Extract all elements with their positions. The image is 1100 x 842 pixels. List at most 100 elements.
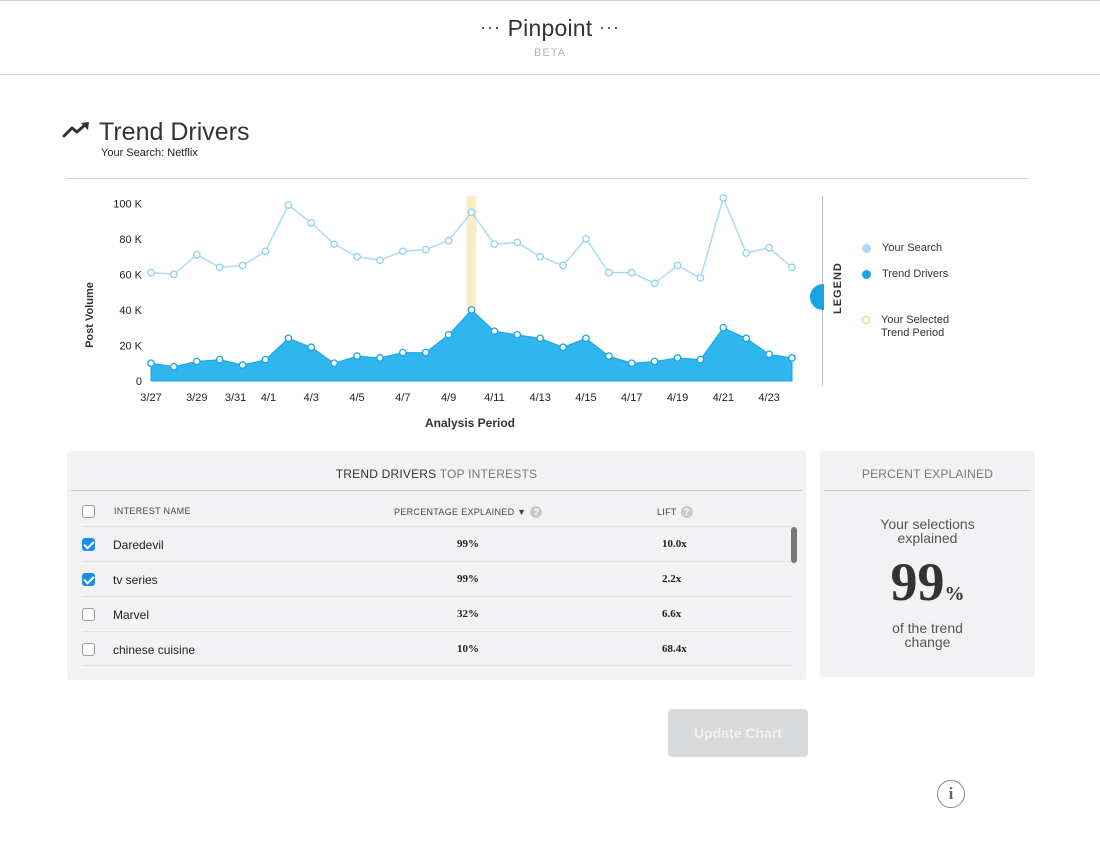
data-point-trend-drivers	[376, 354, 384, 362]
column-header-lift[interactable]: LIFT?	[657, 506, 693, 518]
app-brand[interactable]: ··· Pinpoint ···	[0, 15, 1100, 42]
legend-ring-icon	[862, 316, 870, 324]
heading-rest: TOP INTERESTS	[436, 467, 538, 481]
x-tick-label: 4/1	[261, 392, 276, 404]
data-point-your-search	[215, 263, 224, 272]
x-axis-label: Analysis Period	[425, 416, 515, 430]
interest-name: Daredevil	[113, 538, 164, 552]
data-point-your-search	[742, 249, 751, 257]
data-point-trend-drivers	[170, 362, 178, 371]
data-point-your-search	[605, 268, 613, 277]
x-tick-label: 3/31	[225, 392, 246, 404]
data-point-trend-drivers	[261, 355, 270, 364]
data-point-trend-drivers	[582, 334, 590, 343]
data-point-trend-drivers	[147, 359, 155, 368]
data-point-your-search	[421, 245, 430, 254]
legend-label: Your Search	[882, 242, 943, 254]
data-point-your-search	[192, 251, 201, 259]
table-scrollbar[interactable]	[791, 527, 797, 563]
data-point-trend-drivers	[284, 334, 293, 343]
data-point-your-search	[513, 238, 522, 247]
row-checkbox[interactable]	[82, 643, 95, 656]
data-point-trend-drivers	[307, 343, 316, 352]
data-point-your-search	[238, 261, 247, 270]
row-checkbox[interactable]	[82, 573, 95, 586]
percent-explained-panel: PERCENT EXPLAINED Your selections explai…	[820, 451, 1035, 677]
info-icon[interactable]: i	[937, 780, 965, 808]
column-header-lift-label: LIFT	[657, 507, 677, 517]
y-axis-label: Post Volume	[84, 282, 96, 348]
data-point-trend-drivers	[696, 355, 705, 364]
legend-label: Trend Drivers	[882, 268, 949, 280]
heading-strong: TREND DRIVERS	[335, 467, 437, 481]
data-point-trend-drivers	[627, 359, 636, 368]
interest-name: Marvel	[113, 608, 150, 622]
top-interests-heading: TREND DRIVERS TOP INTERESTS	[71, 451, 802, 491]
data-point-your-search	[788, 263, 796, 272]
y-tick-label: 20 K	[119, 340, 142, 352]
legend-item-trend-drivers: Trend Drivers	[862, 268, 948, 280]
data-point-your-search	[330, 240, 338, 249]
top-bar: ··· Pinpoint ··· BETA	[0, 0, 1100, 75]
row-checkbox[interactable]	[82, 608, 95, 621]
data-point-your-search	[261, 247, 270, 256]
interest-name: tv series	[113, 573, 158, 587]
data-point-your-search	[353, 252, 361, 261]
selections-text-line1: Your selections	[880, 516, 975, 532]
table-row[interactable]: Daredevil 99% 10.0x	[82, 526, 792, 561]
data-point-trend-drivers	[330, 359, 338, 368]
legend-dot-icon	[862, 244, 871, 253]
selected-period-band	[466, 196, 477, 381]
column-header-interest-name[interactable]: INTEREST NAME	[114, 506, 191, 516]
help-icon[interactable]: ?	[680, 506, 693, 518]
lift-value: 2.2x	[662, 573, 682, 585]
data-point-trend-drivers	[559, 343, 567, 352]
dots-icon-left: ···	[480, 17, 502, 37]
trend-chart[interactable]: 0 20 K 40 K 60 K 80 K 100 K 3/27 3/29 3/31 4/1 4/3…	[80, 190, 810, 440]
search-label: Your Search: Netflix	[101, 147, 198, 159]
table-row[interactable]: Marvel 32% 6.6x	[82, 596, 792, 631]
legend-label: Your Selected Trend Period	[881, 314, 950, 339]
x-tick-label: 4/3	[304, 392, 319, 404]
selections-text-line2: explained	[897, 530, 958, 546]
page-title: Trend Drivers	[99, 118, 250, 146]
percent-explained-value: 99%	[820, 551, 1035, 613]
data-point-trend-drivers	[467, 306, 476, 314]
column-header-percentage[interactable]: PERCENTAGE EXPLAINED ▼?	[394, 506, 543, 518]
data-point-trend-drivers	[719, 323, 728, 332]
data-point-trend-drivers	[192, 357, 201, 366]
x-tick-label: 4/13	[529, 392, 550, 404]
legend-item-selected-period: Your Selected Trend Period	[862, 314, 972, 340]
column-header-percentage-label: PERCENTAGE EXPLAINED ▼	[394, 507, 527, 517]
help-icon[interactable]: ?	[530, 506, 543, 518]
data-point-your-search	[582, 235, 590, 243]
legend-title: LEGEND	[832, 262, 844, 314]
x-tick-label: 4/9	[441, 392, 456, 404]
app-name: Pinpoint	[507, 15, 593, 41]
data-point-your-search	[673, 261, 682, 270]
data-point-trend-drivers	[605, 352, 613, 360]
percent-explained-heading: PERCENT EXPLAINED	[824, 451, 1031, 491]
data-point-your-search	[444, 236, 453, 245]
data-point-trend-drivers	[650, 357, 659, 366]
percent-value: 99	[890, 552, 945, 612]
table-row[interactable]: chinese cuisine 10% 68.4x	[82, 631, 792, 666]
data-point-trend-drivers	[788, 354, 796, 362]
trend-change-line1: of the trend	[892, 620, 963, 636]
data-point-trend-drivers	[444, 330, 453, 339]
select-all-checkbox[interactable]	[82, 505, 95, 518]
data-point-trend-drivers	[673, 354, 682, 362]
x-tick-label: 4/21	[713, 392, 734, 404]
data-point-trend-drivers	[215, 355, 224, 364]
data-point-your-search	[719, 194, 728, 202]
legend-toggle-handle[interactable]	[810, 284, 824, 310]
table-row[interactable]: tv series 99% 2.2x	[82, 561, 792, 596]
lift-value: 68.4x	[662, 643, 687, 655]
data-point-trend-drivers	[490, 327, 499, 336]
row-checkbox[interactable]	[82, 538, 95, 551]
top-interests-panel: TREND DRIVERS TOP INTERESTS INTEREST NAM…	[67, 451, 806, 680]
update-chart-button[interactable]: Update Chart	[668, 709, 808, 757]
data-point-your-search	[765, 243, 773, 252]
x-tick-label: 3/29	[186, 392, 207, 404]
y-tick-label: 80 K	[119, 234, 142, 246]
